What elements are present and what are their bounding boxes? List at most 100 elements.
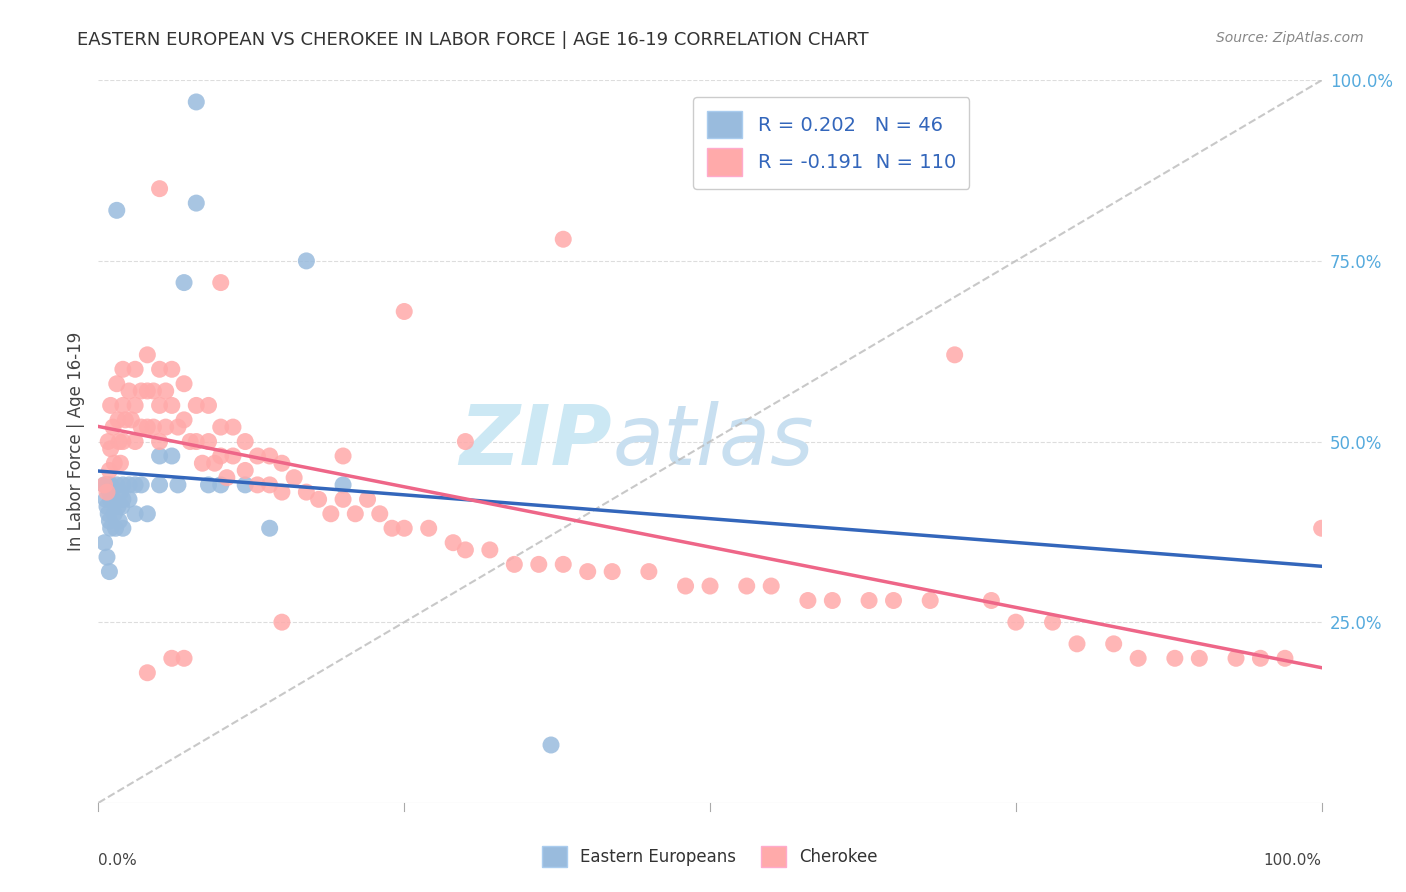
Point — [980, 593, 1002, 607]
Point — [149, 478, 172, 492]
Point — [1188, 651, 1211, 665]
Point — [173, 276, 195, 290]
Point — [1102, 637, 1125, 651]
Point — [675, 579, 697, 593]
Point — [97, 507, 120, 521]
Point — [136, 507, 159, 521]
Point — [186, 95, 208, 109]
Point — [553, 232, 575, 246]
Point — [155, 420, 177, 434]
Point — [136, 420, 159, 434]
Point — [118, 478, 141, 492]
Point — [93, 478, 115, 492]
Point — [356, 492, 378, 507]
Point — [179, 434, 201, 449]
Point — [111, 434, 134, 449]
Point — [96, 485, 118, 500]
Point — [222, 420, 245, 434]
Point — [108, 434, 131, 449]
Point — [111, 362, 134, 376]
Point — [101, 492, 124, 507]
Point — [136, 348, 159, 362]
Point — [149, 434, 172, 449]
Point — [118, 384, 141, 398]
Point — [129, 420, 152, 434]
Point — [103, 507, 125, 521]
Point — [332, 478, 354, 492]
Point — [883, 593, 905, 607]
Point — [246, 478, 269, 492]
Point — [101, 420, 124, 434]
Point — [118, 492, 141, 507]
Point — [295, 485, 318, 500]
Point — [197, 398, 219, 412]
Point — [97, 434, 120, 449]
Point — [111, 500, 134, 514]
Point — [124, 362, 146, 376]
Point — [699, 579, 721, 593]
Point — [1310, 521, 1333, 535]
Point — [1042, 615, 1064, 630]
Point — [209, 478, 232, 492]
Text: EASTERN EUROPEAN VS CHEROKEE IN LABOR FORCE | AGE 16-19 CORRELATION CHART: EASTERN EUROPEAN VS CHEROKEE IN LABOR FO… — [77, 31, 869, 49]
Point — [368, 507, 391, 521]
Point — [270, 615, 294, 630]
Point — [1128, 651, 1150, 665]
Point — [259, 478, 281, 492]
Legend: Eastern Europeans, Cherokee: Eastern Europeans, Cherokee — [541, 847, 879, 867]
Point — [209, 276, 232, 290]
Y-axis label: In Labor Force | Age 16-19: In Labor Force | Age 16-19 — [66, 332, 84, 551]
Point — [283, 470, 305, 484]
Point — [233, 434, 256, 449]
Text: 100.0%: 100.0% — [1264, 854, 1322, 869]
Point — [821, 593, 844, 607]
Point — [920, 593, 942, 607]
Point — [332, 492, 354, 507]
Point — [136, 665, 159, 680]
Point — [204, 456, 226, 470]
Point — [735, 579, 758, 593]
Point — [142, 420, 165, 434]
Point — [553, 558, 575, 572]
Point — [173, 376, 195, 391]
Point — [100, 478, 122, 492]
Point — [441, 535, 464, 549]
Point — [344, 507, 367, 521]
Point — [96, 550, 118, 565]
Point — [233, 478, 256, 492]
Point — [94, 492, 117, 507]
Point — [295, 253, 318, 268]
Point — [761, 579, 783, 593]
Point — [186, 434, 208, 449]
Point — [155, 384, 177, 398]
Point — [93, 478, 115, 492]
Point — [149, 362, 172, 376]
Point — [98, 565, 121, 579]
Text: ZIP: ZIP — [460, 401, 612, 482]
Point — [124, 398, 146, 412]
Point — [96, 500, 118, 514]
Point — [600, 565, 623, 579]
Point — [111, 492, 134, 507]
Point — [259, 449, 281, 463]
Point — [167, 478, 190, 492]
Point — [478, 542, 501, 557]
Point — [97, 478, 120, 492]
Point — [209, 420, 232, 434]
Point — [540, 738, 562, 752]
Point — [136, 384, 159, 398]
Point — [149, 182, 172, 196]
Text: atlas: atlas — [612, 401, 814, 482]
Point — [270, 485, 294, 500]
Point — [503, 558, 526, 572]
Point — [142, 384, 165, 398]
Point — [332, 449, 354, 463]
Point — [111, 521, 134, 535]
Point — [222, 449, 245, 463]
Point — [129, 384, 152, 398]
Point — [858, 593, 880, 607]
Point — [110, 485, 132, 500]
Point — [1004, 615, 1026, 630]
Point — [111, 478, 134, 492]
Point — [100, 492, 122, 507]
